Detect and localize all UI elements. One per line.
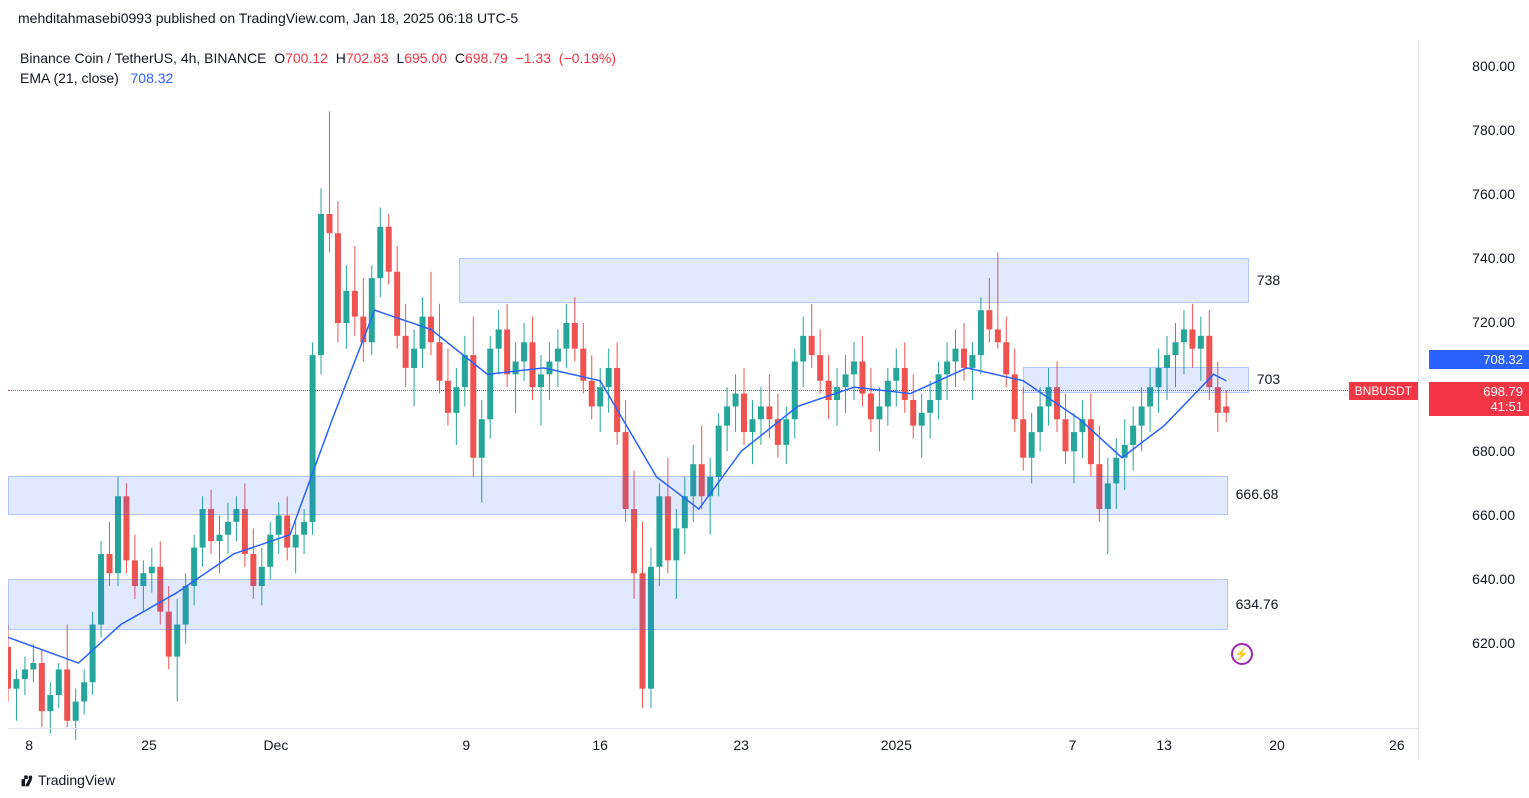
last-price-label: 698.7941:51 [1429,382,1529,416]
tradingview-watermark: TradingView [18,772,115,788]
last-price: 698.79 [1435,384,1523,399]
time-tick: 8 [25,737,33,753]
time-tick: 7 [1069,737,1077,753]
price-tick: 740.00 [1472,250,1515,266]
zone-label: 634.76 [1236,596,1279,612]
time-tick: Dec [263,737,288,753]
chart-area[interactable]: 738 703 666.68 634.76 ⚡ [8,40,1418,760]
price-zone [459,258,1249,303]
ema-price-label: 708.32 [1429,350,1529,369]
time-tick: 26 [1389,737,1405,753]
tradingview-logo-icon [18,772,34,788]
time-tick: 20 [1269,737,1285,753]
time-tick: 25 [141,737,157,753]
price-tick: 640.00 [1472,571,1515,587]
time-tick: 2025 [881,737,912,753]
time-tick: 9 [462,737,470,753]
price-tick: 780.00 [1472,122,1515,138]
flash-icon[interactable]: ⚡ [1231,643,1253,665]
zone-label: 666.68 [1236,486,1279,502]
time-tick: 16 [592,737,608,753]
price-tick: 680.00 [1472,443,1515,459]
price-tick: 800.00 [1472,58,1515,74]
time-tick: 23 [733,737,749,753]
symbol-badge: BNBUSDT [1349,382,1418,400]
price-zone [1023,367,1249,393]
price-axis: 800.00 780.00 760.00 740.00 720.00 680.00 660.… [1418,40,1529,760]
watermark-text: TradingView [38,772,115,788]
price-tick: 620.00 [1472,635,1515,651]
price-tick: 660.00 [1472,507,1515,523]
time-axis: 8 25 Dec 9 16 23 2025 7 13 20 26 [8,728,1418,758]
candlestick-chart [8,40,1418,760]
price-zone [8,579,1228,630]
attribution-text: mehditahmasebi0993 published on TradingV… [18,10,518,26]
price-tick: 760.00 [1472,186,1515,202]
countdown: 41:51 [1435,399,1523,414]
zone-label: 703 [1257,371,1280,387]
time-tick: 13 [1156,737,1172,753]
price-tick: 720.00 [1472,314,1515,330]
zone-label: 738 [1257,272,1280,288]
price-zone [8,476,1228,514]
last-price-line [8,390,1418,391]
